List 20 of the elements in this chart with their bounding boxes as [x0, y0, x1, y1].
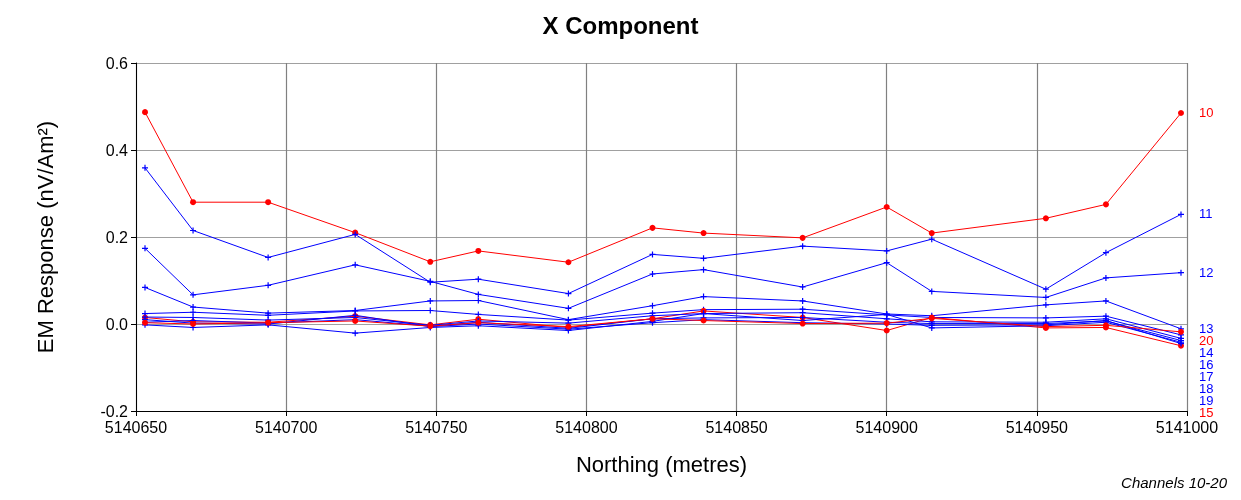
text: Channels 10-20	[1121, 474, 1228, 491]
x-tick-label: 5140950	[1005, 418, 1069, 436]
x-tick-label: 5141000	[1155, 418, 1219, 436]
x-tick-label: 5140800	[555, 418, 618, 436]
y-tick-label: 0.2	[105, 228, 129, 246]
chart-title: X Component	[542, 11, 699, 39]
x-tick-label: 5140750	[405, 418, 468, 436]
y-tick-label: 0.4	[105, 141, 129, 159]
series-label: 12	[1199, 264, 1214, 280]
x-tick-label: 5140650	[104, 418, 168, 436]
x-tick-label: 5140900	[855, 418, 918, 436]
y-tick-label: -0.2	[100, 402, 129, 420]
y-axis-title: EM Response (nV/Am²)	[32, 120, 58, 354]
x-tick-label: 5140850	[705, 418, 768, 436]
series-label: 11	[1199, 206, 1213, 222]
y-tick-label: 0.6	[105, 54, 129, 72]
series-label: 10	[1199, 105, 1214, 121]
x-axis-title: Northing (metres)	[575, 451, 748, 477]
y-tick-label: 0.0	[105, 315, 129, 333]
x-tick-label: 5140700	[254, 418, 318, 436]
